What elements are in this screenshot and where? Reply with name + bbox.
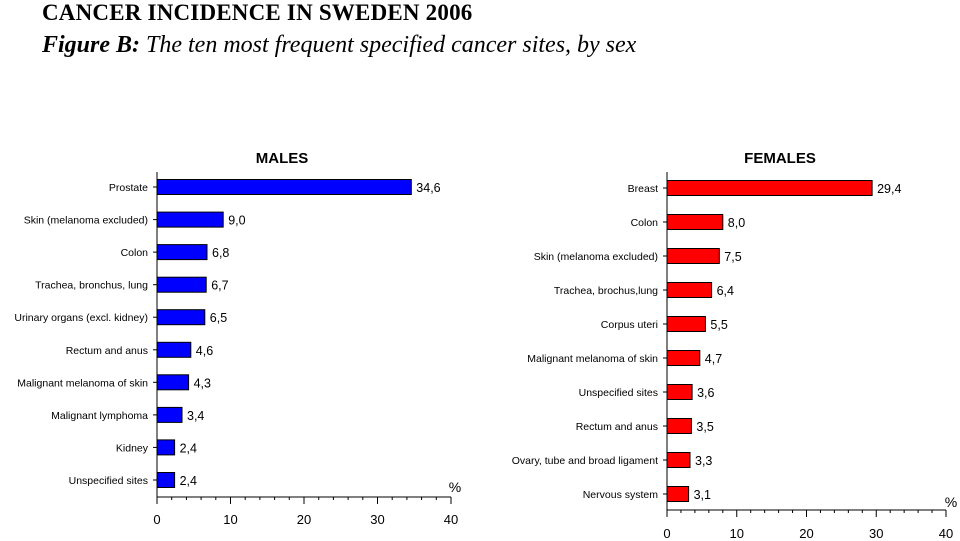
- figure-label: Figure B:: [42, 32, 141, 58]
- females-value-label-4: 6,4: [717, 284, 734, 298]
- females-category-label-4: Trachea, brochus,lung: [554, 285, 658, 297]
- males-category-label-1: Prostate: [109, 182, 148, 194]
- males-value-label-1: 34,6: [416, 181, 440, 195]
- females-x-tick-label-3: 20: [799, 526, 813, 541]
- males-category-label-4: Trachea, bronchus, lung: [35, 280, 148, 292]
- females-bar-10: [666, 486, 690, 502]
- males-category-label-7: Malignant melanoma of skin: [17, 377, 148, 389]
- females-bar-9: [666, 452, 691, 468]
- females-category-label-2: Colon: [631, 217, 659, 229]
- males-category-label-2: Skin (melanoma excluded): [24, 215, 148, 227]
- males-x-tick-label-5: 40: [444, 512, 458, 527]
- females-value-label-3: 7,5: [724, 250, 741, 264]
- males-x-tick-label-1: 0: [153, 512, 160, 527]
- males-value-label-7: 4,3: [194, 376, 211, 390]
- females-category-label-1: Breast: [628, 183, 658, 195]
- males-category-label-6: Rectum and anus: [66, 345, 148, 357]
- males-bar-3: [156, 244, 208, 261]
- males-bar-2: [156, 211, 224, 228]
- males-chart-title: MALES: [256, 150, 309, 167]
- females-bar-6: [666, 350, 701, 366]
- females-value-label-6: 4,7: [705, 352, 722, 366]
- females-value-label-9: 3,3: [695, 454, 712, 468]
- males-bar-1: [156, 179, 412, 195]
- males-value-label-4: 6,7: [211, 279, 228, 293]
- females-value-label-5: 5,5: [710, 318, 727, 332]
- females-category-label-6: Malignant melanoma of skin: [527, 353, 658, 365]
- females-x-tick-label-2: 10: [730, 526, 744, 541]
- females-unit-label: %: [945, 494, 957, 510]
- females-category-label-10: Nervous system: [583, 489, 659, 501]
- females-bar-8: [666, 418, 692, 434]
- males-category-label-9: Kidney: [116, 442, 149, 454]
- females-value-label-8: 3,5: [696, 420, 713, 434]
- females-bar-3: [666, 248, 720, 264]
- females-category-label-7: Unspecified sites: [579, 387, 658, 399]
- males-bar-6: [156, 341, 192, 358]
- females-bar-4: [666, 282, 713, 298]
- males-x-tick-label-3: 20: [297, 512, 311, 527]
- males-value-label-2: 9,0: [228, 214, 245, 228]
- females-bar-1: [666, 180, 873, 196]
- males-bar-7: [156, 374, 190, 391]
- females-value-label-1: 29,4: [877, 182, 901, 196]
- males-category-label-5: Urinary organs (excl. kidney): [14, 312, 148, 324]
- females-category-label-9: Ovary, tube and broad ligament: [512, 455, 658, 467]
- females-x-tick-label-4: 30: [869, 526, 883, 541]
- males-x-tick-label-2: 10: [223, 512, 237, 527]
- females-x-tick-label-1: 0: [663, 526, 670, 541]
- males-bar-5: [156, 309, 206, 326]
- males-unit-label: %: [449, 479, 461, 495]
- males-category-label-10: Unspecified sites: [69, 475, 148, 487]
- males-value-label-3: 6,8: [212, 246, 229, 260]
- females-value-label-10: 3,1: [694, 488, 711, 502]
- females-category-label-3: Skin (melanoma excluded): [534, 251, 658, 263]
- females-bar-7: [666, 384, 693, 400]
- males-category-label-3: Colon: [121, 247, 149, 259]
- females-bar-5: [666, 316, 706, 332]
- females-value-label-2: 8,0: [728, 216, 745, 230]
- males-bar-4: [156, 276, 207, 293]
- females-chart-title: FEMALES: [744, 150, 816, 167]
- figure-caption: Figure B: The ten most frequent specifie…: [42, 32, 636, 59]
- males-bar-9: [156, 439, 176, 456]
- females-value-label-7: 3,6: [697, 386, 714, 400]
- figure-caption-text: The ten most frequent specified cancer s…: [146, 32, 637, 58]
- males-value-label-6: 4,6: [196, 344, 213, 358]
- males-value-label-5: 6,5: [210, 311, 227, 325]
- males-bar-10: [156, 472, 176, 488]
- males-value-label-8: 3,4: [187, 409, 204, 423]
- males-bar-8: [156, 406, 183, 423]
- females-bar-2: [666, 214, 724, 230]
- page-title: CANCER INCIDENCE IN SWEDEN 2006: [42, 0, 473, 25]
- males-category-label-8: Malignant lymphoma: [51, 410, 148, 422]
- females-category-label-8: Rectum and anus: [576, 421, 658, 433]
- males-value-label-9: 2,4: [180, 441, 197, 455]
- females-x-tick-label-5: 40: [939, 526, 953, 541]
- females-category-label-5: Corpus uteri: [601, 319, 658, 331]
- males-value-label-10: 2,4: [180, 474, 197, 488]
- males-x-tick-label-4: 30: [370, 512, 384, 527]
